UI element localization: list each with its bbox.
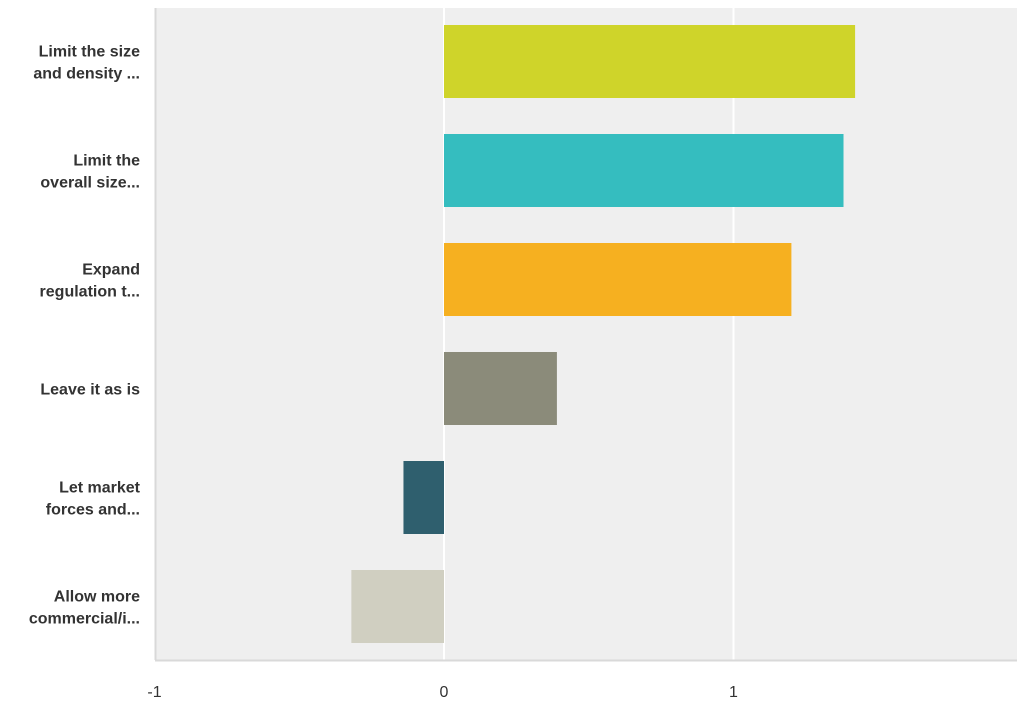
bar[interactable] — [351, 570, 444, 643]
bar[interactable] — [444, 25, 856, 98]
gridlines — [443, 8, 735, 660]
bar[interactable] — [444, 243, 792, 316]
plot-area-background — [155, 8, 1017, 660]
category-label: Leave it as is — [40, 382, 140, 399]
category-labels: Limit the size and density ... Limit the ov… — [29, 44, 141, 628]
category-label-line: Expand — [82, 262, 140, 279]
x-tick-label: 0 — [440, 684, 449, 701]
bar[interactable] — [403, 461, 444, 534]
category-label-line: Limit the — [73, 153, 140, 170]
bar[interactable] — [444, 134, 844, 207]
category-label-line: and density ... — [33, 66, 140, 83]
category-label: Expand regulation t... — [40, 262, 140, 301]
category-label: Let market forces and... — [46, 480, 141, 519]
category-label: Allow more commercial/i... — [29, 589, 140, 628]
bars — [351, 25, 856, 643]
category-label: Limit the overall size... — [40, 153, 140, 192]
category-label-line: regulation t... — [40, 284, 140, 301]
category-label-line: Leave it as is — [40, 382, 140, 399]
category-label-line: Let market — [59, 480, 141, 497]
x-tick-labels: -1012 — [147, 684, 738, 701]
x-tick-label: 1 — [729, 684, 738, 701]
category-label-line: commercial/i... — [29, 611, 140, 628]
bar[interactable] — [444, 352, 557, 425]
category-label-line: forces and... — [46, 502, 140, 519]
category-label-line: Allow more — [54, 589, 140, 606]
x-tick-label: -1 — [147, 684, 161, 701]
category-label: Limit the size and density ... — [33, 44, 140, 83]
category-label-line: overall size... — [40, 175, 140, 192]
category-label-line: Limit the size — [39, 44, 140, 61]
